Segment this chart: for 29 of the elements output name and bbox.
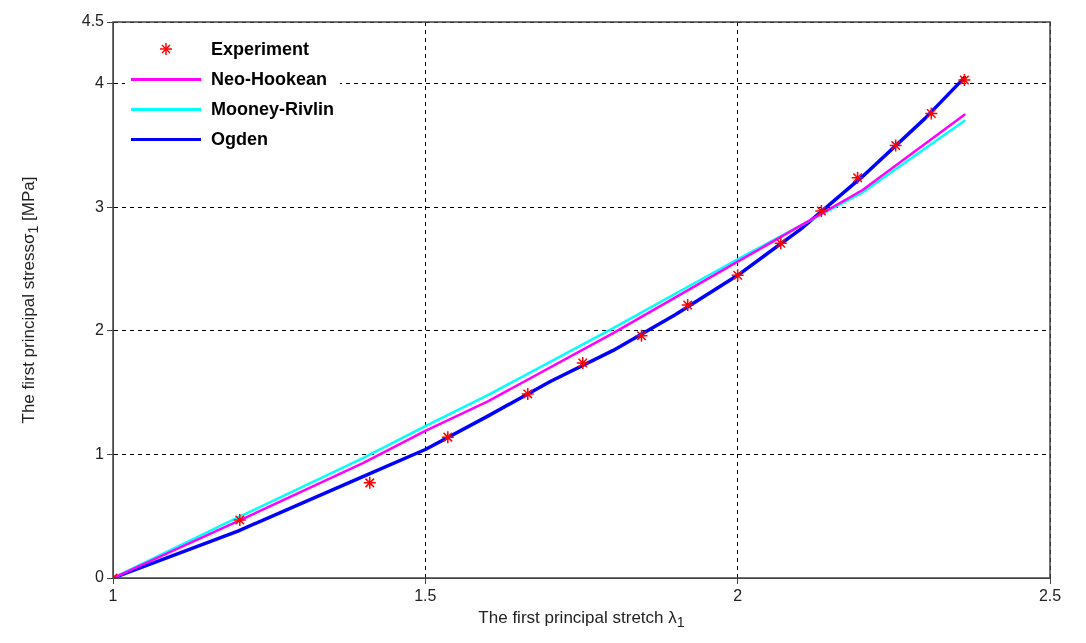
legend-label: Mooney-Rivlin bbox=[211, 98, 335, 120]
point bbox=[814, 204, 829, 218]
x-axis-title: The first principal stretch λ$_{1}$ bbox=[477, 608, 686, 631]
x-tick-label: 2.5 bbox=[1038, 587, 1062, 605]
point bbox=[957, 73, 972, 87]
point bbox=[850, 170, 865, 185]
x-tick-label: 2 bbox=[733, 587, 743, 605]
point bbox=[634, 329, 649, 343]
legend-label: Ogden bbox=[211, 128, 268, 150]
point bbox=[233, 513, 247, 527]
y-tick-label: 2 bbox=[95, 321, 105, 339]
point bbox=[362, 476, 377, 490]
point bbox=[774, 236, 788, 250]
y-tick-label: 1 bbox=[95, 444, 105, 462]
x-tick-label: 1.5 bbox=[414, 587, 437, 605]
y-tick-label: 3 bbox=[95, 197, 105, 215]
point bbox=[888, 138, 903, 153]
y-tick-label: 4.5 bbox=[81, 12, 105, 30]
x-tick-label: 1 bbox=[108, 587, 118, 605]
point bbox=[576, 356, 590, 370]
point bbox=[441, 430, 455, 444]
point bbox=[924, 106, 939, 121]
legend-label: Neo-Hookean bbox=[211, 68, 328, 90]
y-tick-label: 0 bbox=[95, 568, 105, 586]
point bbox=[680, 298, 695, 312]
point bbox=[521, 387, 535, 401]
legend-label: Experiment bbox=[211, 38, 310, 60]
y-tick-label: 4 bbox=[95, 74, 105, 92]
point bbox=[730, 268, 745, 283]
